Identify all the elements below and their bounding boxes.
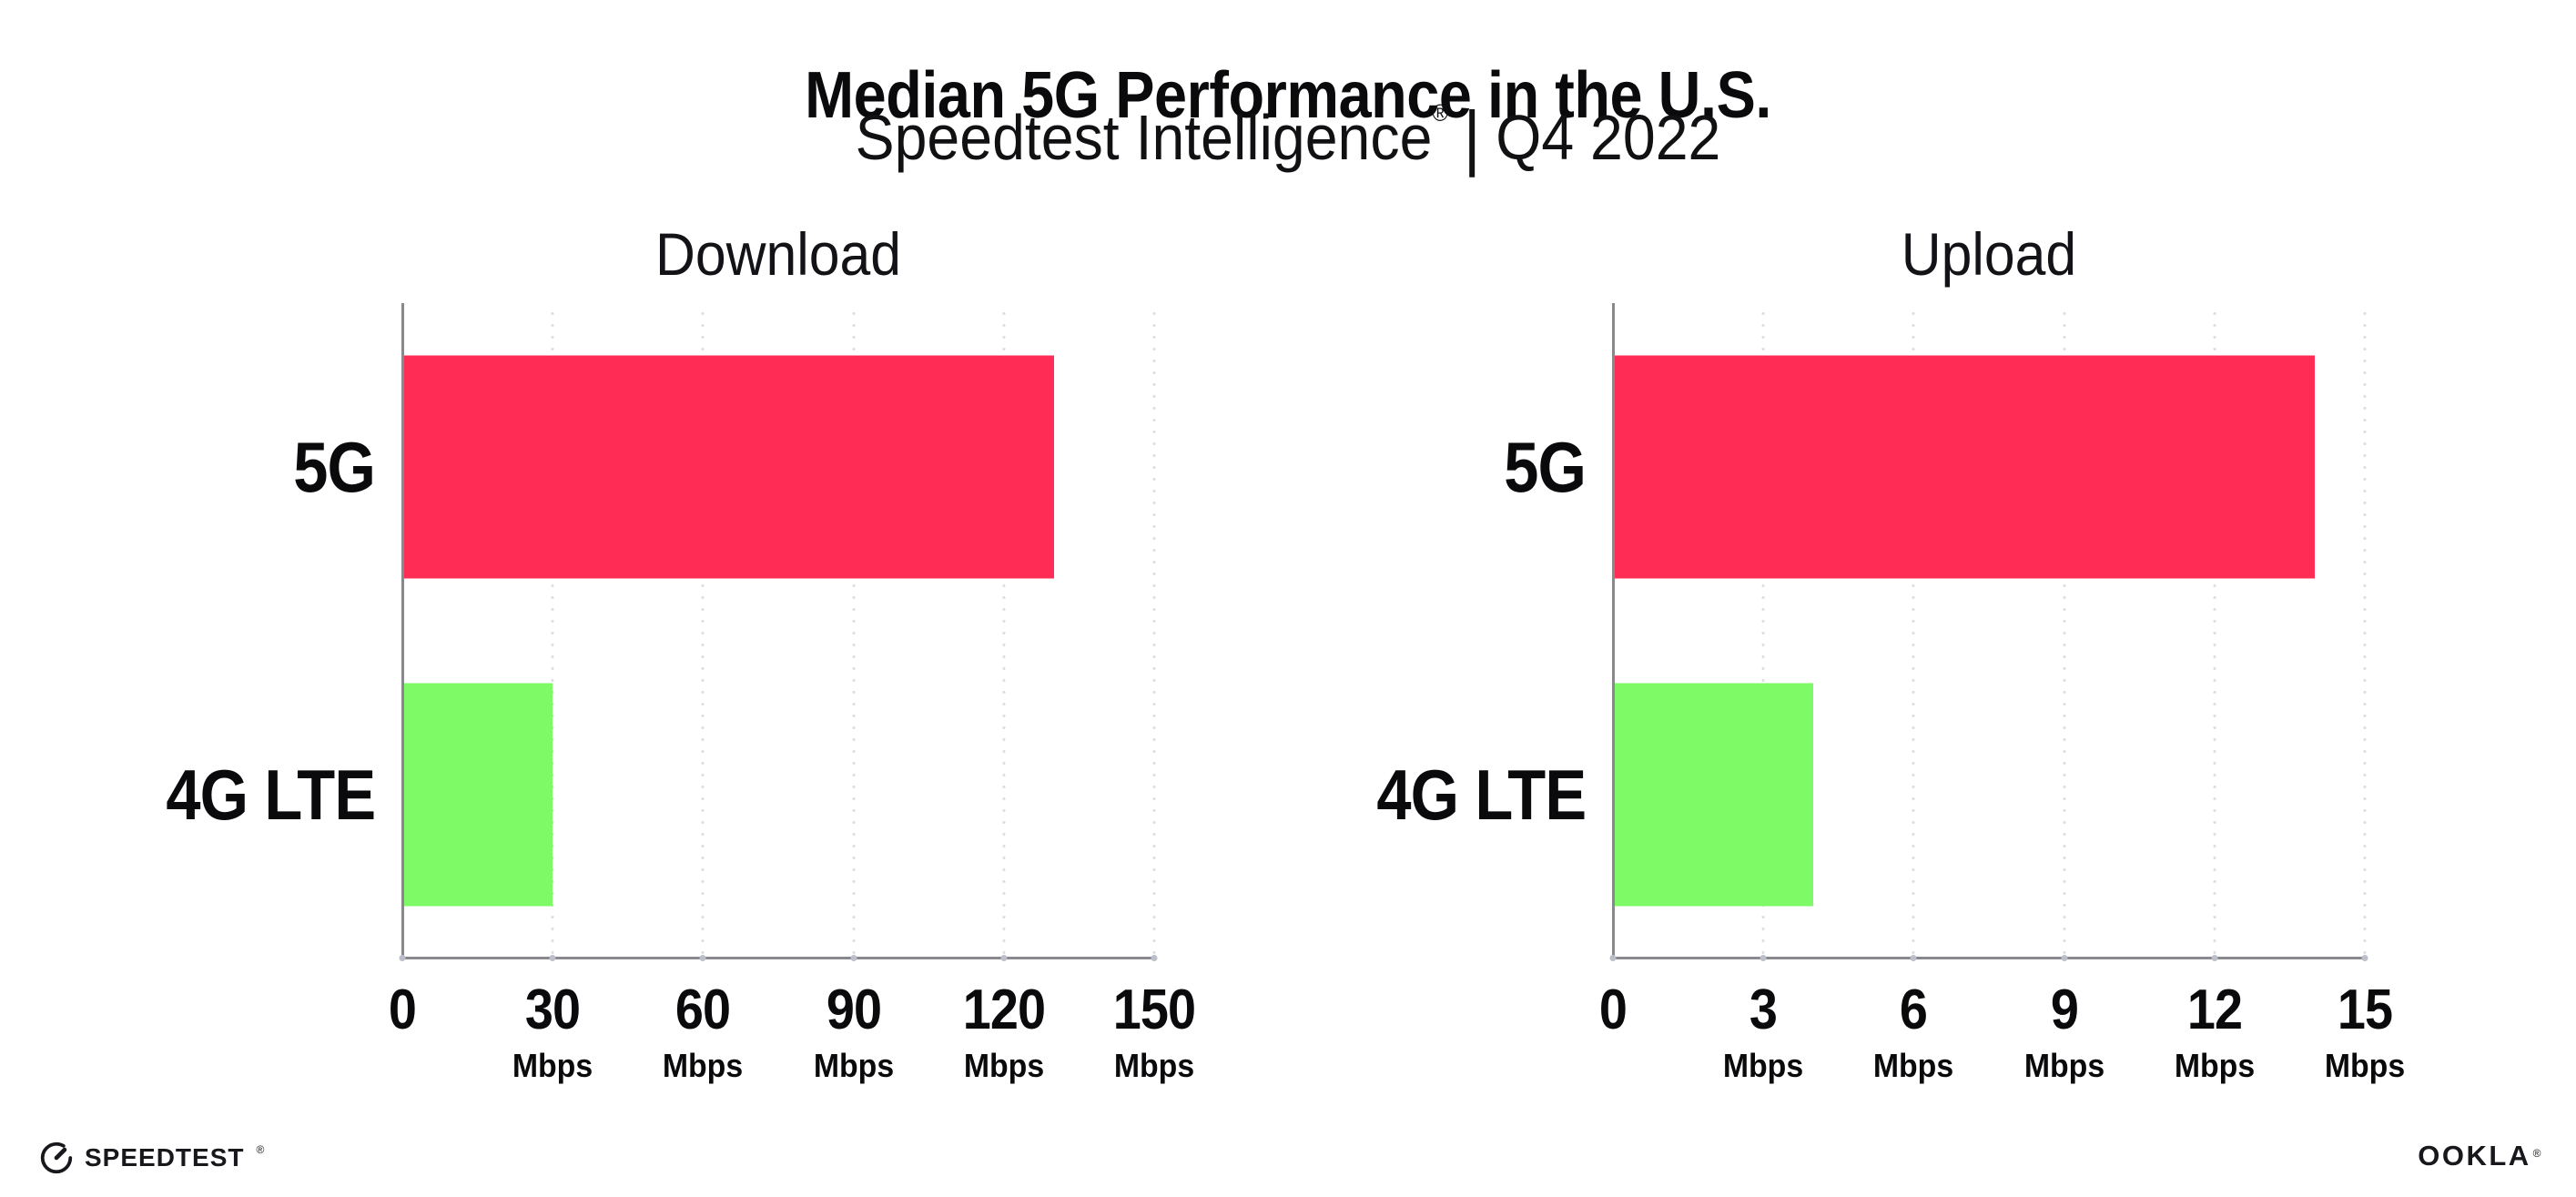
x-tick-value: 90 [826,979,881,1041]
category-label-5g: 5G [293,427,376,507]
download-plot-area: 0 30 Mbps 60 Mbps 90 Mbps 120 Mbps 150 Mbps [389,303,1196,1084]
x-tick-value: 15 [2337,979,2393,1041]
y-axis-line [1612,303,1615,959]
ookla-wordmark: OOKLA [2418,1140,2531,1172]
subtitle-period: Q4 2022 [1496,102,1721,173]
axis-tick-dot-60 [699,955,706,961]
x-tick-label-30: 30 Mbps [434,982,671,1085]
registered-mark: ® [1432,99,1449,127]
x-tick-label-90: 90 Mbps [735,982,972,1085]
ookla-registered-mark: ® [2532,1147,2543,1160]
grid-line-9 [2063,308,2066,959]
x-tick-unit: Mbps [813,1047,894,1084]
x-tick-label-12: 12 Mbps [2096,982,2333,1085]
x-tick-unit: Mbps [2324,1047,2406,1084]
speedtest-gauge-icon [38,1140,75,1176]
speedtest-logo: SPEEDTEST ® [38,1140,264,1176]
axis-tick-dot-15 [2361,955,2368,961]
x-tick-label-15: 15 Mbps [2246,982,2483,1085]
bar-4g-lte [1613,683,1814,907]
x-tick-unit: Mbps [1873,1047,1954,1084]
x-tick-value: 3 [1749,979,1778,1041]
grid-line-3 [1761,308,1765,959]
ookla-logo: OOKLA ® [2418,1141,2543,1170]
speedtest-registered-mark: ® [256,1143,265,1156]
x-tick-value: 30 [525,979,581,1041]
x-tick-unit: Mbps [663,1047,744,1084]
grid-line-6 [1912,308,1915,959]
x-tick-unit: Mbps [512,1047,593,1084]
category-label-5g: 5G [1504,427,1587,507]
x-tick-unit: Mbps [2174,1047,2255,1084]
x-tick-value: 150 [1112,979,1196,1041]
grid-line-15 [2363,308,2367,959]
x-axis-line [1612,957,2367,959]
chart-title: Median 5G Performance in the U.S. [805,59,1771,133]
axis-tick-dot-0 [1609,955,1617,961]
axis-tick-dot-30 [549,955,556,961]
subtitle-brand: Speedtest Intelligence [855,102,1433,173]
upload-plot-area: 0 3 Mbps 6 Mbps 9 Mbps 12 Mbps 15 Mbps [1599,303,2405,1084]
x-tick-value: 0 [1598,979,1628,1041]
grid-line-30 [551,308,554,959]
x-tick-label-3: 3 Mbps [1645,982,1881,1085]
x-tick-value: 60 [675,979,731,1041]
grid-line-90 [852,308,856,959]
speedtest-wordmark: SPEEDTEST [85,1143,245,1172]
x-tick-unit: Mbps [1723,1047,1804,1084]
x-tick-value: 120 [962,979,1046,1041]
y-axis-line [401,303,404,959]
download-category-axis: 5G 4G LTE [0,303,376,959]
panel-title-download: Download [654,220,902,288]
axis-tick-dot-6 [1910,955,1917,961]
axis-tick-dot-0 [399,955,406,961]
grid-line-12 [2213,308,2216,959]
axis-tick-dot-90 [850,955,857,961]
axis-tick-dot-12 [2211,955,2218,961]
x-tick-unit: Mbps [963,1047,1044,1084]
x-tick-value: 12 [2186,979,2243,1041]
x-tick-label-60: 60 Mbps [584,982,821,1085]
panel-title-upload: Upload [1901,220,2077,288]
bar-5g [402,355,1054,579]
x-tick-value: 6 [1900,979,1928,1041]
category-label-4g-lte: 4G LTE [1376,755,1587,835]
bar-4g-lte [402,683,553,907]
axis-tick-dot-9 [2061,955,2068,961]
axis-tick-dot-3 [1760,955,1767,961]
chart-subtitle: Speedtest Intelligence® | Q4 2022 [855,93,1721,178]
x-tick-label-9: 9 Mbps [1946,982,2183,1085]
x-axis-line [401,957,1156,959]
subtitle-separator: | [1463,96,1481,178]
x-tick-label-150: 150 Mbps [1036,982,1273,1085]
grid-line-150 [1152,308,1156,959]
category-label-4g-lte: 4G LTE [166,755,376,835]
axis-tick-dot-150 [1151,955,1158,961]
upload-category-axis: 5G 4G LTE [1211,303,1587,959]
axis-tick-dot-120 [1000,955,1008,961]
x-tick-label-120: 120 Mbps [886,982,1122,1085]
x-tick-label-0: 0 [1495,982,1731,1039]
x-tick-value: 9 [2050,979,2079,1041]
grid-line-120 [1002,308,1006,959]
x-tick-unit: Mbps [1113,1047,1195,1084]
bar-5g [1613,355,2315,579]
x-tick-unit: Mbps [2023,1047,2104,1084]
x-tick-label-0: 0 [284,982,521,1039]
x-tick-value: 0 [388,979,417,1041]
x-tick-label-6: 6 Mbps [1795,982,2032,1085]
grid-line-60 [701,308,705,959]
